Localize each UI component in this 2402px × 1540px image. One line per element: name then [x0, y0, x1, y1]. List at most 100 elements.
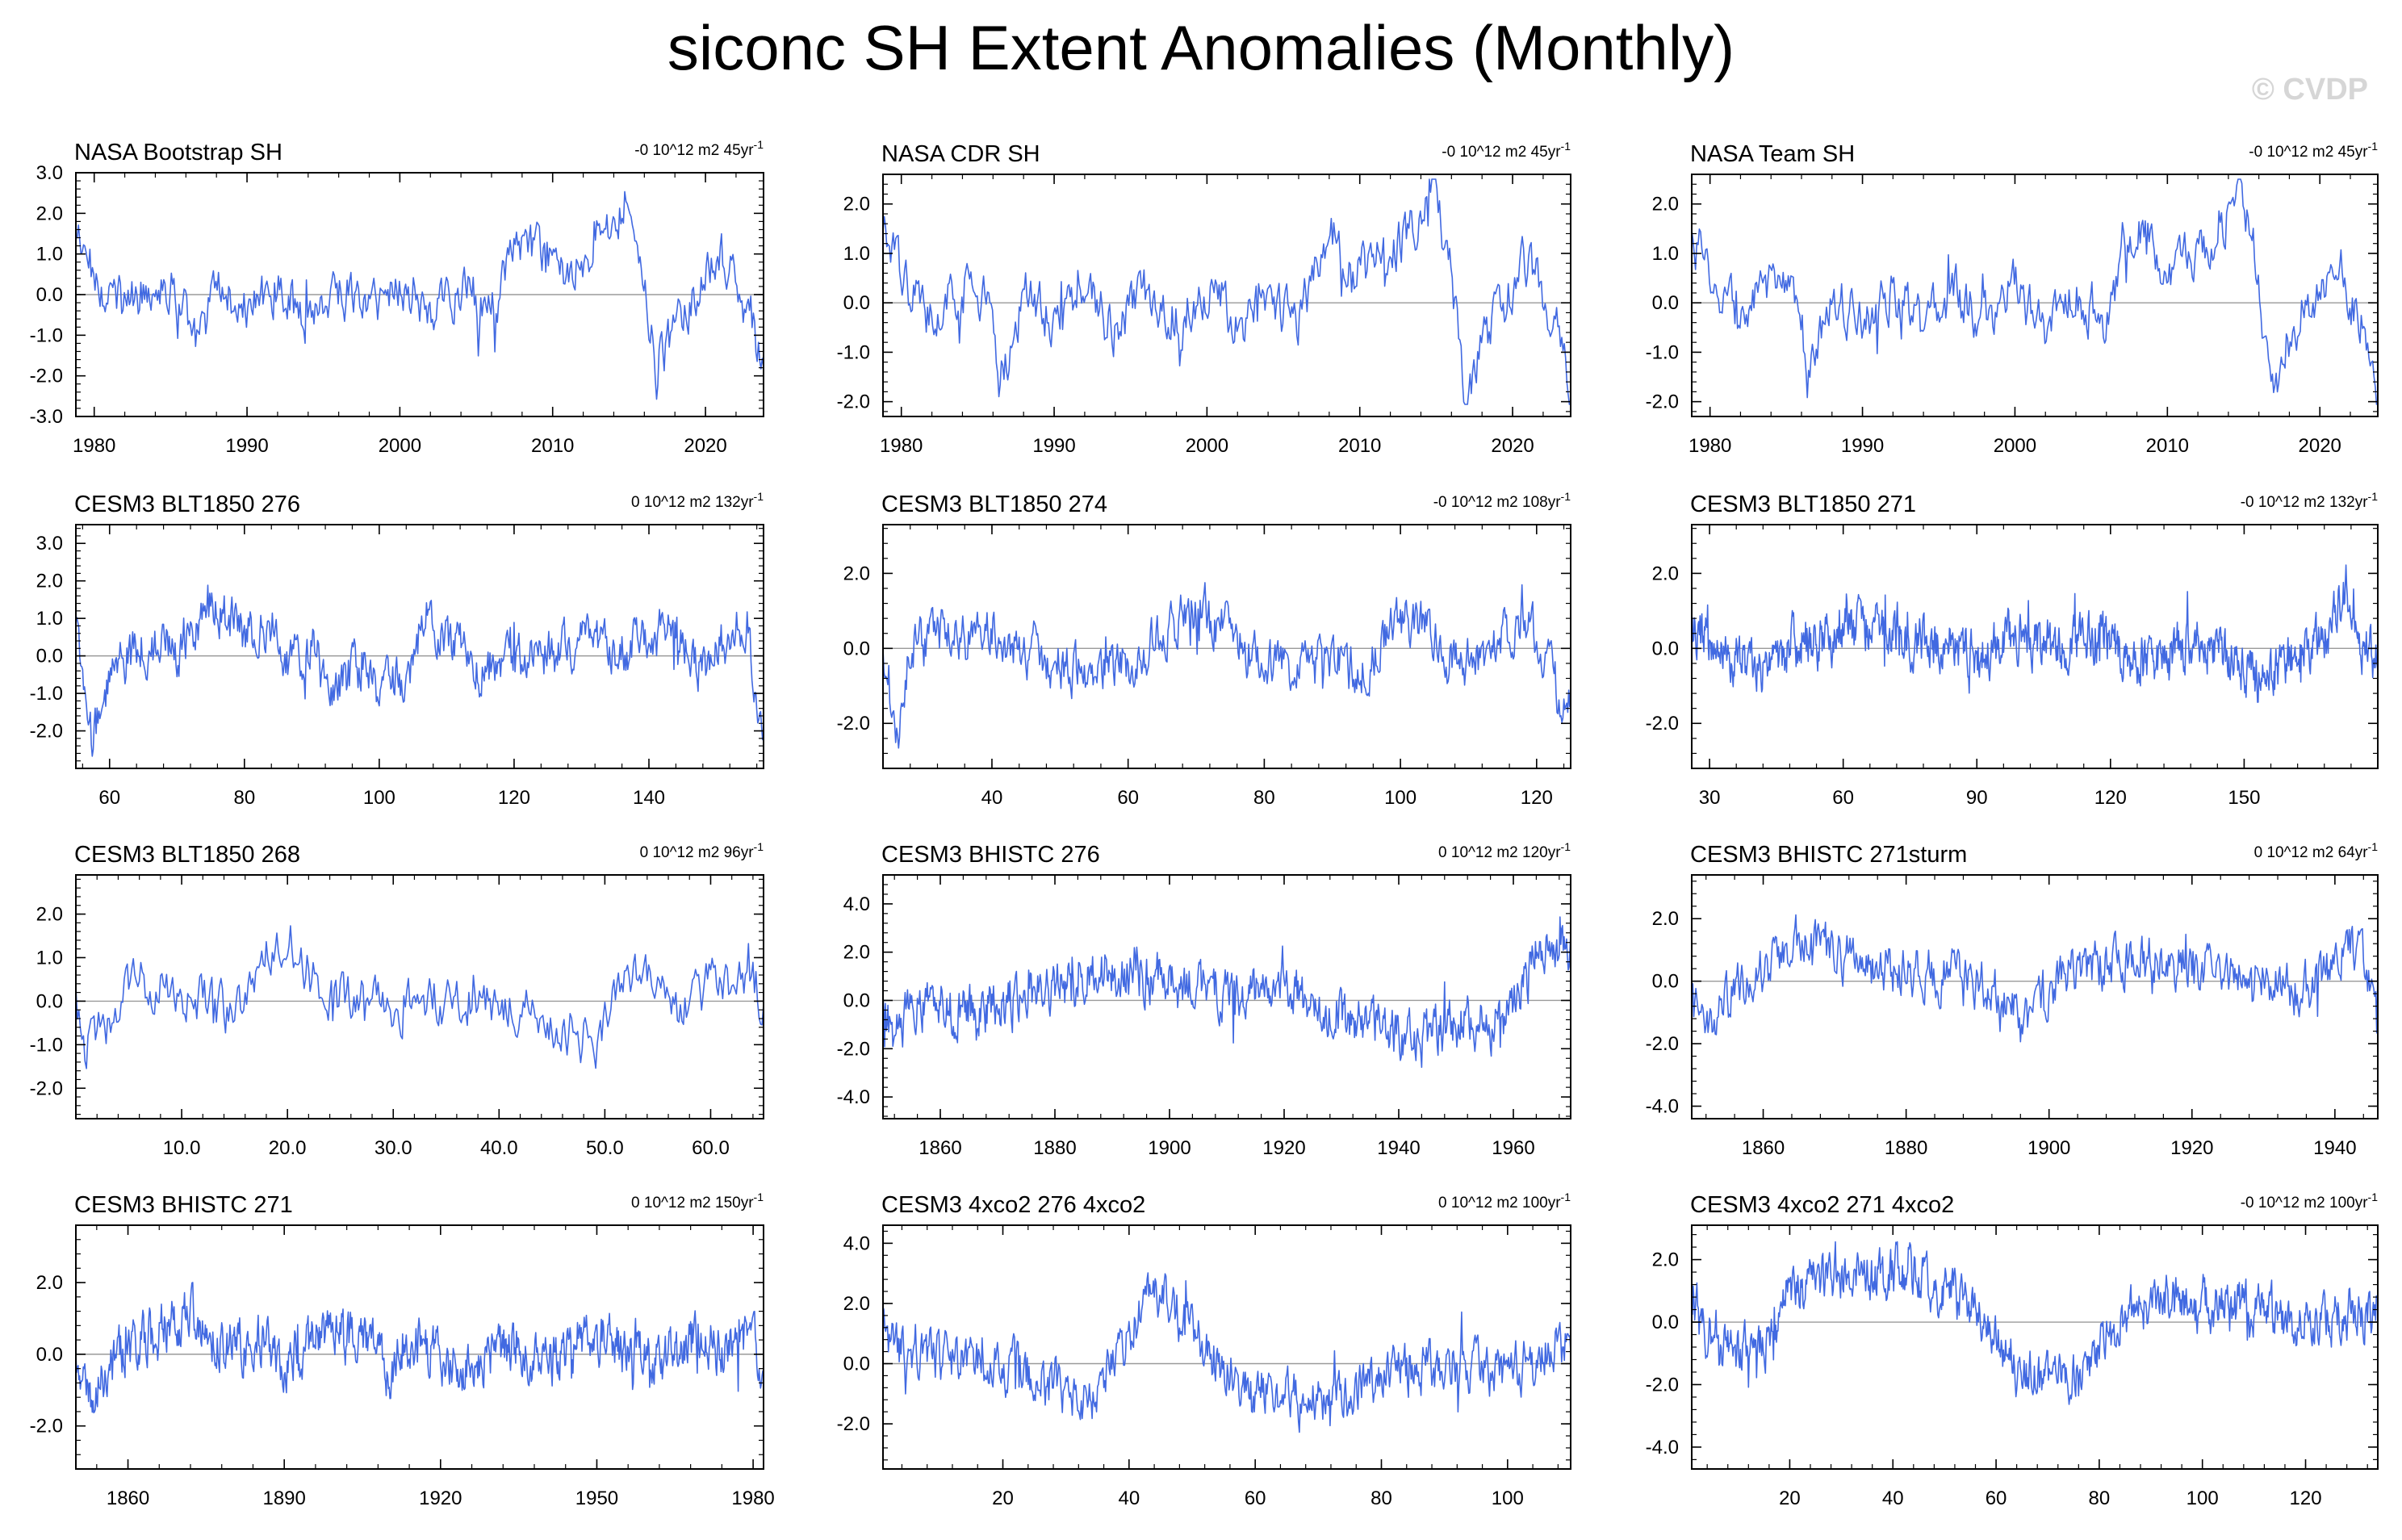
y-tick-label: -2.0: [30, 366, 63, 387]
y-tick-label: 2.0: [843, 194, 870, 216]
series-line: [1691, 178, 2379, 405]
x-tick-label: 90: [1966, 787, 1988, 809]
plot-frame: [75, 524, 764, 769]
chart-panel-1: NASA Bootstrap SH -0 10^12 m2 45yr-1 -3.0 -…: [30, 138, 764, 457]
y-tick-label: 1.0: [843, 243, 870, 265]
x-tick-label: 80: [1370, 1488, 1392, 1509]
trend-label: 0 10^12 m2 120yr-1: [1438, 840, 1571, 861]
y-tick-label: 2.0: [36, 904, 63, 926]
chart-panel-7: CESM3 BLT1850 268 0 10^12 m2 96yr-1 -2.0 -1…: [30, 840, 764, 1159]
x-tick-label: 30: [1699, 787, 1721, 809]
y-tick-label: 1.0: [36, 244, 63, 266]
x-tick-label: 60: [1832, 787, 1854, 809]
y-tick-label: 2.0: [1652, 563, 1679, 584]
x-tick-label: 2020: [1491, 435, 1534, 457]
plot-frame: [1691, 174, 2379, 417]
y-tick-label: 2.0: [843, 1293, 870, 1315]
y-tick-label: 0.0: [36, 1344, 63, 1366]
y-tick-label: -2.0: [1646, 1033, 1679, 1055]
trend-label: 0 10^12 m2 100yr-1: [1438, 1191, 1571, 1211]
series-line: [75, 190, 764, 400]
x-tick-label: 80: [233, 787, 255, 809]
y-tick-label: 0.0: [1652, 292, 1679, 314]
trend-exponent: -1: [2368, 140, 2379, 153]
x-tick-label: 1980: [73, 435, 115, 457]
series-line: [882, 178, 1571, 405]
y-tick-label: -1.0: [1646, 341, 1679, 363]
y-tick-label: 0.0: [843, 638, 870, 659]
series-line: [882, 916, 1571, 1069]
y-tick-label: 2.0: [1652, 1249, 1679, 1271]
trend-exponent: -1: [1561, 840, 1571, 853]
y-tick-label: -4.0: [1646, 1096, 1679, 1118]
y-tick-label: -2.0: [837, 1413, 870, 1435]
trend-label: -0 10^12 m2 45yr-1: [634, 138, 764, 159]
y-tick-label: -3.0: [30, 406, 63, 428]
panel-title: CESM3 BLT1850 276: [74, 492, 300, 517]
chart-panel-12: CESM3 4xco2 271 4xco2 -0 10^12 m2 100yr-1…: [1646, 1191, 2379, 1509]
y-tick-label: -1.0: [837, 341, 870, 363]
x-tick-label: 40.0: [480, 1137, 518, 1159]
panel-title: CESM3 4xco2 276 4xco2: [881, 1192, 1145, 1218]
x-tick-label: 1980: [731, 1488, 774, 1509]
x-tick-label: 60: [1117, 787, 1139, 809]
y-tick-label: 2.0: [36, 571, 63, 592]
x-tick-label: 2010: [2146, 435, 2189, 457]
trend-exponent: -1: [2368, 840, 2379, 853]
trend-label: -0 10^12 m2 45yr-1: [1442, 140, 1571, 161]
series-line: [1691, 1241, 2379, 1405]
y-tick-label: -2.0: [30, 721, 63, 743]
x-tick-label: 30.0: [375, 1137, 412, 1159]
x-tick-label: 60: [1986, 1488, 2007, 1509]
plot-frame: [882, 874, 1571, 1119]
y-tick-label: -2.0: [1646, 713, 1679, 734]
x-tick-label: 1940: [2313, 1137, 2356, 1159]
x-tick-label: 1860: [107, 1488, 149, 1509]
chart-panel-10: CESM3 BHISTC 271 0 10^12 m2 150yr-1 -2.0 0.…: [30, 1191, 775, 1509]
x-tick-label: 1920: [2170, 1137, 2213, 1159]
x-tick-label: 120: [1521, 787, 1553, 809]
series-line: [1691, 914, 2379, 1043]
x-tick-label: 2000: [379, 435, 421, 457]
trend-exponent: -1: [2368, 1191, 2379, 1203]
y-tick-label: 1.0: [1652, 243, 1679, 265]
y-tick-label: 0.0: [1652, 1312, 1679, 1333]
x-tick-label: 60: [98, 787, 120, 809]
y-tick-label: 2.0: [36, 1272, 63, 1294]
x-tick-label: 1860: [1742, 1137, 1785, 1159]
panel-title: CESM3 4xco2 271 4xco2: [1690, 1192, 1954, 1218]
y-tick-label: 0.0: [843, 1354, 870, 1375]
x-tick-label: 100: [1492, 1488, 1524, 1509]
x-tick-label: 100: [2186, 1488, 2219, 1509]
series-line: [1691, 564, 2379, 703]
x-tick-label: 80: [2089, 1488, 2111, 1509]
y-tick-label: 1.0: [36, 608, 63, 630]
x-tick-label: 1900: [2027, 1137, 2070, 1159]
plot-frame: [882, 1224, 1571, 1470]
x-tick-label: 100: [363, 787, 395, 809]
y-tick-label: -1.0: [30, 683, 63, 705]
x-tick-label: 60.0: [692, 1137, 730, 1159]
y-tick-label: -1.0: [30, 1034, 63, 1056]
y-tick-label: -4.0: [1646, 1437, 1679, 1458]
x-tick-label: 40: [1882, 1488, 1904, 1509]
series-line: [75, 584, 764, 757]
x-tick-label: 10.0: [163, 1137, 201, 1159]
figure-title: siconc SH Extent Anomalies (Monthly): [667, 12, 1735, 83]
panel-title: CESM3 BHISTC 276: [881, 842, 1100, 868]
x-tick-label: 150: [2228, 787, 2260, 809]
panel-title: CESM3 BLT1850 274: [881, 492, 1107, 517]
x-tick-label: 20.0: [269, 1137, 307, 1159]
y-tick-label: 2.0: [36, 203, 63, 224]
trend-exponent: -1: [1561, 490, 1571, 503]
plot-frame: [1691, 874, 2379, 1119]
x-tick-label: 2000: [1994, 435, 2036, 457]
x-tick-label: 60: [1245, 1488, 1266, 1509]
y-tick-label: 4.0: [843, 1232, 870, 1254]
trend-label: 0 10^12 m2 150yr-1: [631, 1191, 764, 1211]
panel-title: NASA Team SH: [1690, 141, 1855, 167]
x-tick-label: 2000: [1186, 435, 1228, 457]
y-tick-label: 2.0: [1652, 908, 1679, 930]
x-tick-label: 1880: [1885, 1137, 1927, 1159]
